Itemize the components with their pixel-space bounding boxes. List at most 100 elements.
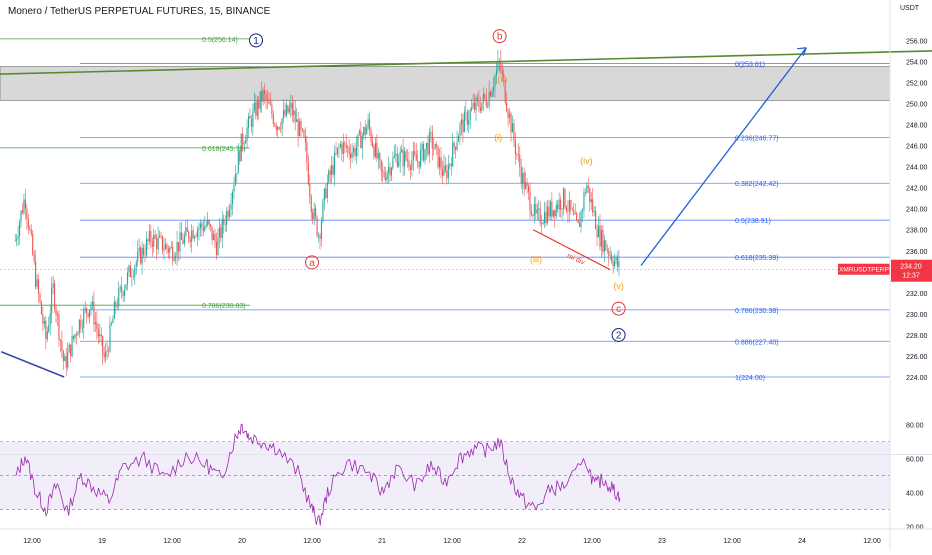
candle-body (519, 154, 521, 168)
candle-body (100, 334, 102, 337)
candle-body (482, 94, 484, 103)
time-tick-label: 12:00 (723, 538, 741, 545)
candle-body (328, 170, 330, 183)
candle-body (389, 167, 391, 176)
candle-body (36, 279, 38, 287)
candle-body (568, 200, 570, 212)
candle-body (94, 322, 96, 325)
time-tick-label: 12:00 (303, 538, 321, 545)
candle-body (191, 230, 193, 242)
candle-body (148, 231, 150, 242)
candle-body (144, 254, 146, 256)
candle-body (472, 102, 474, 108)
candle-body (567, 211, 569, 212)
candle-body (525, 182, 527, 189)
rsi-tick-label: 60.00 (906, 457, 924, 464)
time-tick-label: 19 (98, 538, 106, 545)
candle-body (218, 227, 220, 238)
candle-body (198, 228, 200, 230)
candle-body (52, 283, 54, 288)
candle-body (59, 339, 61, 342)
candle-body (544, 211, 546, 224)
candle-body (387, 167, 390, 173)
time-tick-label: 23 (658, 538, 666, 545)
candle-body (516, 153, 518, 155)
candle-body (75, 334, 77, 336)
candle-body (497, 61, 499, 71)
rsi-tick-label: 20.00 (906, 524, 924, 531)
candle-body (433, 148, 435, 150)
candle-body (355, 146, 357, 156)
candle-body (615, 256, 617, 261)
candle-body (137, 251, 139, 262)
candle-body (113, 302, 115, 319)
candle-body (335, 152, 337, 154)
candle-body (29, 228, 31, 230)
candle-body (208, 220, 210, 225)
candle-body (478, 99, 480, 108)
candle-body (488, 91, 490, 107)
candle-body (510, 113, 512, 133)
candle-body (87, 313, 89, 317)
time-tick-label: 22 (518, 538, 526, 545)
rsi-pane: 20.00 40.00 60.00 80.00 (0, 423, 932, 531)
price-tick-label: 252.00 (906, 80, 928, 87)
candle-body (107, 350, 110, 352)
candle-body (361, 135, 363, 149)
candle-body (436, 144, 438, 147)
candle-body (30, 229, 32, 234)
price-tag: 234.20 12:37 XMRUSDTPERP (838, 259, 932, 282)
candle-body (468, 120, 470, 125)
candle-body (453, 142, 455, 147)
price-tick-label: 242.00 (906, 186, 928, 193)
candle-body (220, 227, 222, 238)
candle-body (62, 350, 64, 361)
candle-body (275, 125, 277, 130)
candle-body (522, 172, 524, 184)
candle-body (319, 235, 321, 239)
candle-body (316, 216, 318, 236)
candle-body (587, 185, 589, 188)
price-tick-label: 226.00 (906, 354, 928, 361)
fib-green-label: 0.618(245.78) (202, 146, 246, 153)
candle-body (264, 89, 266, 95)
time-tick-label: 12:00 (863, 538, 881, 545)
candle-body (233, 185, 235, 193)
candle-body (126, 272, 129, 285)
fib-green-label: 0.786(230.83) (202, 303, 246, 310)
candle-body (309, 184, 311, 197)
candle-body (614, 260, 616, 267)
candle-body (536, 209, 538, 214)
candle-body (204, 226, 206, 232)
candle-body (558, 199, 560, 210)
candle-body (596, 229, 598, 238)
candle-body (185, 227, 187, 236)
candle-body (440, 157, 442, 170)
candle-body (64, 356, 66, 361)
wave-label: 1 (253, 36, 259, 47)
wave-label: (iv) (580, 156, 593, 166)
price-tag-box (891, 259, 932, 282)
candle-body (153, 234, 155, 247)
candle-body (16, 239, 18, 241)
candle-body (511, 123, 514, 133)
wave-label: b (497, 32, 503, 43)
candle-body (124, 289, 126, 297)
candle-body (506, 102, 508, 111)
candle-body (492, 86, 495, 91)
candle-body (156, 238, 158, 250)
candle-body (249, 116, 251, 119)
candle-body (261, 91, 263, 102)
price-tick-label: 244.00 (906, 165, 928, 172)
candle-body (217, 237, 219, 255)
fib-label: 0.236(246.77) (735, 135, 779, 142)
candle-body (84, 308, 86, 311)
candle-body (471, 107, 473, 111)
candle-body (93, 301, 95, 325)
candle-body (272, 114, 274, 125)
candle-body (491, 90, 493, 97)
candle-body (414, 151, 416, 155)
candle-body (294, 110, 296, 122)
